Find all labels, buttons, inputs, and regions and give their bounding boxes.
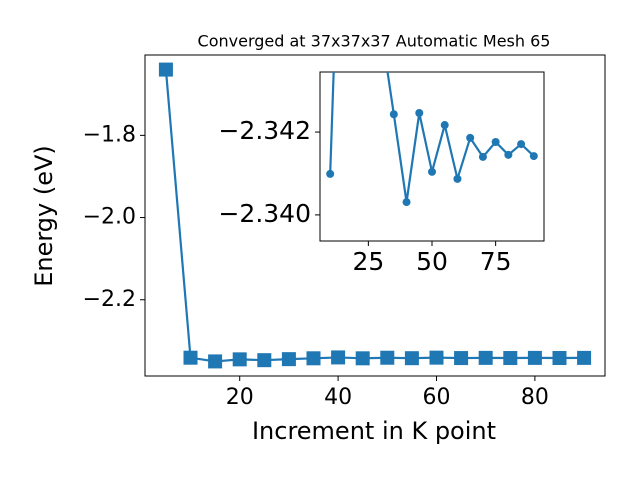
marker	[389, 110, 398, 119]
marker	[478, 152, 487, 161]
x-tick-label: 80	[521, 385, 549, 410]
x-axis-label: Increment in K point	[252, 417, 496, 445]
chart-title: Converged at 37x37x37 Automatic Mesh 65	[198, 32, 551, 51]
y-tick-label: −2.2	[83, 287, 136, 312]
marker	[208, 354, 223, 369]
marker	[577, 350, 592, 365]
y-tick-label: −2.0	[83, 205, 136, 230]
x-tick-label: 20	[226, 385, 254, 410]
marker	[404, 351, 419, 366]
marker	[466, 133, 475, 142]
marker	[402, 198, 411, 207]
marker	[454, 351, 469, 366]
marker	[257, 353, 272, 368]
marker	[183, 350, 198, 365]
marker	[232, 352, 247, 367]
marker	[503, 351, 518, 366]
y-axis-label: Energy (eV)	[30, 145, 58, 287]
x-tick-label: 60	[422, 385, 450, 410]
marker	[306, 351, 321, 366]
marker	[552, 351, 567, 366]
marker	[428, 167, 436, 176]
y-tick-label: −2.340	[218, 199, 311, 228]
marker	[504, 150, 513, 159]
x-tick-label: 75	[480, 247, 512, 276]
y-tick-label: −1.8	[83, 122, 136, 147]
marker	[281, 352, 296, 367]
plot-area	[158, 62, 592, 369]
marker	[527, 350, 542, 365]
marker	[478, 350, 493, 365]
marker	[158, 62, 173, 77]
y-tick-label: −2.342	[218, 116, 311, 145]
marker	[491, 138, 500, 147]
x-tick-label: 25	[352, 247, 384, 276]
marker	[517, 140, 526, 149]
x-tick-label: 40	[324, 385, 352, 410]
marker	[355, 351, 370, 366]
marker	[440, 121, 449, 130]
marker	[326, 169, 335, 178]
plot-area	[326, 4, 538, 207]
marker	[380, 350, 395, 365]
marker	[331, 350, 346, 365]
marker	[429, 350, 444, 365]
marker	[415, 109, 424, 118]
marker	[352, 4, 360, 12]
marker	[453, 174, 462, 183]
x-tick-label: 50	[416, 247, 448, 276]
marker	[529, 152, 538, 161]
